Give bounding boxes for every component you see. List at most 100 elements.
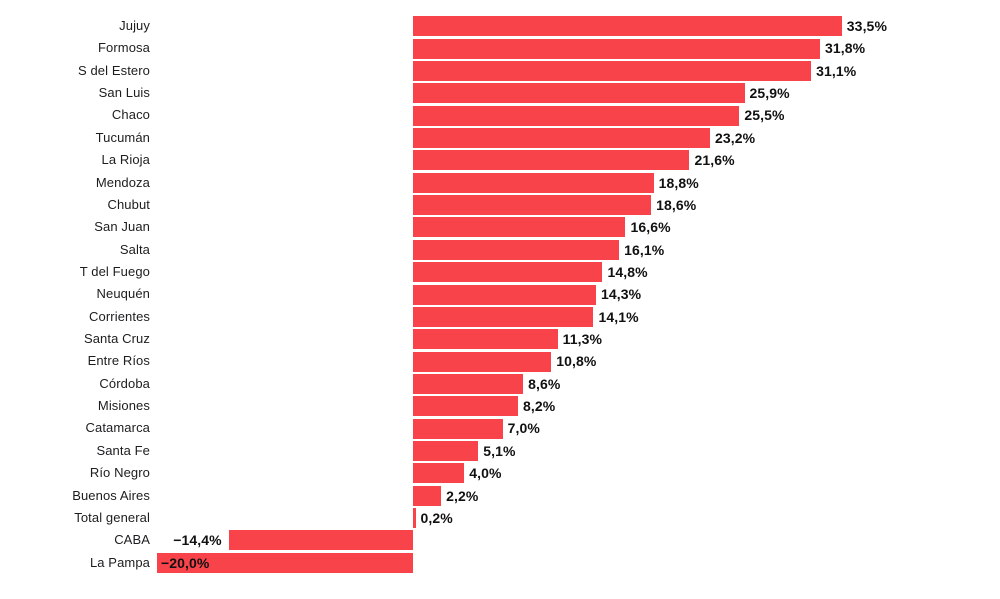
value-label: 18,6% <box>656 196 697 213</box>
plot-area: 14,3% <box>150 283 1000 305</box>
category-label: Entre Ríos <box>87 353 150 369</box>
value-label: 25,5% <box>744 107 785 124</box>
category-label: Mendoza <box>95 174 150 190</box>
category-label: Santa Cruz <box>83 331 150 347</box>
value-label: 10,8% <box>556 353 597 370</box>
plot-area: 23,2% <box>150 127 1000 149</box>
chart-row: La Rioja 21,6% <box>0 149 1000 171</box>
category-label: Buenos Aires <box>72 487 150 503</box>
chart-row: Chubut 18,6% <box>0 194 1000 216</box>
category-label: Neuquén <box>96 286 150 302</box>
value-label: 14,1% <box>598 308 639 325</box>
bar <box>413 418 503 439</box>
value-label: 23,2% <box>714 129 756 146</box>
value-label: 2,2% <box>446 487 479 504</box>
plot-area: 14,8% <box>150 261 1000 283</box>
plot-area: 25,5% <box>150 104 1000 126</box>
category-label: Tucumán <box>95 129 150 145</box>
value-label: 16,1% <box>624 241 665 258</box>
plot-area: 8,6% <box>150 373 1000 395</box>
category-label: Chaco <box>111 107 150 123</box>
bar <box>413 441 479 462</box>
bar <box>413 127 710 148</box>
chart-row: Mendoza 18,8% <box>0 172 1000 194</box>
plot-area: 33,5% <box>150 15 1000 37</box>
plot-area: 5,1% <box>150 440 1000 462</box>
value-label: 18,8% <box>658 174 699 191</box>
category-label: Salta <box>119 241 150 257</box>
bar-chart: Jujuy 33,5% Formosa 31,8% S del Estero 31,1% S… <box>0 15 1000 574</box>
chart-row: Córdoba 8,6% <box>0 373 1000 395</box>
category-label: Córdoba <box>99 375 150 391</box>
bar <box>413 217 626 238</box>
bar <box>413 172 654 193</box>
chart-row: Catamarca 7,0% <box>0 417 1000 439</box>
category-label: T del Fuego <box>79 263 150 279</box>
chart-row: Salta 16,1% <box>0 239 1000 261</box>
value-label: 31,8% <box>825 40 866 57</box>
plot-area: 16,1% <box>150 239 1000 261</box>
value-label: 16,6% <box>630 219 671 236</box>
chart-row: Tucumán 23,2% <box>0 127 1000 149</box>
bar <box>413 351 552 372</box>
value-label: 8,2% <box>522 398 556 415</box>
plot-area: 7,0% <box>150 417 1000 439</box>
bar <box>413 463 465 484</box>
category-label: Misiones <box>97 398 150 414</box>
bar <box>413 150 690 171</box>
chart-row: Chaco 25,5% <box>0 104 1000 126</box>
category-label: S del Estero <box>77 62 150 78</box>
value-label: 8,6% <box>528 375 561 392</box>
value-label: 14,8% <box>607 263 648 280</box>
value-label: −20,0% <box>161 554 210 571</box>
bar <box>413 83 745 104</box>
plot-area: 21,6% <box>150 149 1000 171</box>
bar <box>413 485 442 506</box>
plot-area: 2,2% <box>150 485 1000 507</box>
chart-row: Corrientes 14,1% <box>0 306 1000 328</box>
chart-row: Río Negro 4,0% <box>0 462 1000 484</box>
chart-row: La Pampa −20,0% <box>0 552 1000 574</box>
category-label: Santa Fe <box>96 442 150 458</box>
plot-area: 31,1% <box>150 60 1000 82</box>
chart-row: CABA −14,4% <box>0 529 1000 551</box>
bar <box>157 552 413 573</box>
value-label: 0,2% <box>420 509 453 526</box>
chart-row: Entre Ríos 10,8% <box>0 350 1000 372</box>
bar <box>413 262 603 283</box>
category-label: Corrientes <box>89 308 150 324</box>
plot-area: 10,8% <box>150 350 1000 372</box>
value-label: 11,3% <box>562 331 603 348</box>
bar <box>413 195 652 216</box>
chart-row: San Luis 25,9% <box>0 82 1000 104</box>
category-label: Catamarca <box>85 420 150 436</box>
plot-area: 11,3% <box>150 328 1000 350</box>
bar <box>413 284 597 305</box>
plot-area: 25,9% <box>150 82 1000 104</box>
category-label: San Luis <box>98 85 150 101</box>
chart-row: S del Estero 31,1% <box>0 60 1000 82</box>
value-label: 25,9% <box>749 85 790 102</box>
category-label: La Rioja <box>101 152 150 168</box>
plot-area: 18,6% <box>150 194 1000 216</box>
chart-row: San Juan 16,6% <box>0 216 1000 238</box>
category-label: Chubut <box>107 196 150 212</box>
category-label: CABA <box>114 532 150 548</box>
bar <box>413 373 524 394</box>
chart-row: Misiones 8,2% <box>0 395 1000 417</box>
plot-area: −20,0% <box>150 552 1000 574</box>
plot-area: 18,8% <box>150 172 1000 194</box>
chart-row: Santa Fe 5,1% <box>0 440 1000 462</box>
value-label: 5,1% <box>483 442 516 459</box>
value-label: 21,6% <box>694 152 735 169</box>
plot-area: 14,1% <box>150 306 1000 328</box>
value-label: 4,0% <box>469 465 502 482</box>
bar <box>413 60 812 81</box>
bar <box>228 530 413 551</box>
chart-row: T del Fuego 14,8% <box>0 261 1000 283</box>
bar <box>413 239 620 260</box>
chart-row: Buenos Aires 2,2% <box>0 485 1000 507</box>
plot-area: 8,2% <box>150 395 1000 417</box>
plot-area: 0,2% <box>150 507 1000 529</box>
